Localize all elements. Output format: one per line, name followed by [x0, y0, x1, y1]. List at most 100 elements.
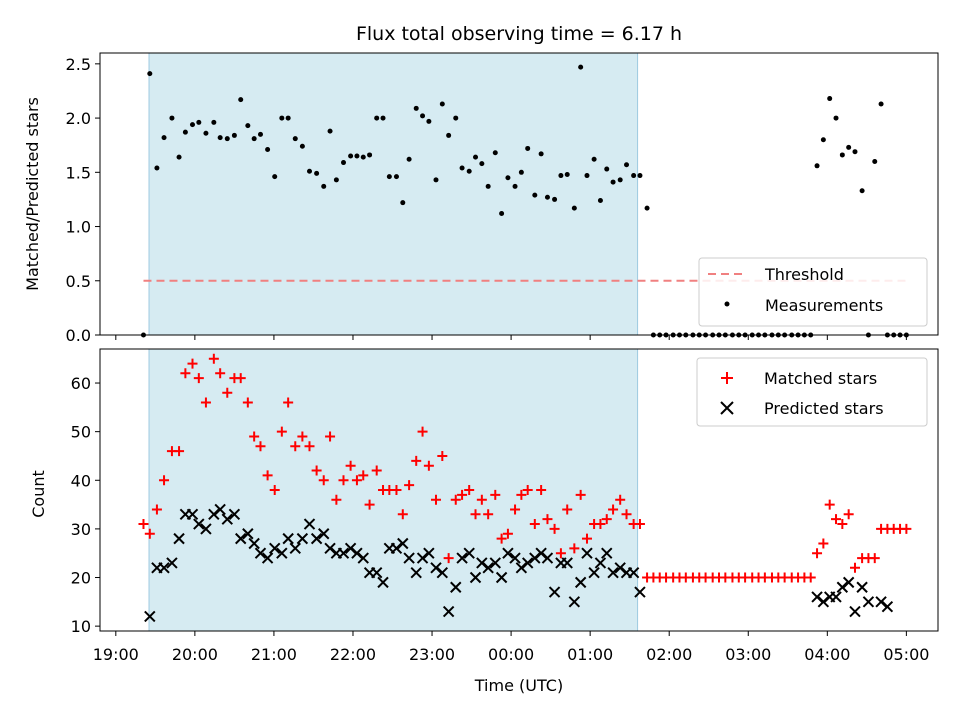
measurement-point: [161, 135, 167, 141]
measurement-point: [224, 136, 230, 142]
matched-stars-series: [138, 353, 912, 583]
measurement-point: [279, 115, 285, 121]
predicted-star-point: [436, 566, 449, 579]
x-tick-label: 01:00: [567, 645, 613, 664]
matched-star-point: [601, 514, 612, 525]
predicted-star-point: [423, 547, 435, 559]
predicted-star-point: [614, 562, 626, 574]
measurement-point: [878, 101, 884, 107]
predicted-star-point: [442, 605, 455, 618]
measurement-point: [538, 151, 544, 157]
predicted-star-point: [521, 557, 534, 569]
matched-star-point: [542, 514, 553, 525]
measurement-point: [492, 150, 498, 156]
matched-star-point: [235, 373, 246, 384]
matched-star-point: [283, 397, 294, 408]
predicted-star-point: [276, 547, 288, 559]
predicted-star-point: [296, 532, 309, 545]
predicted-star-point: [627, 566, 640, 579]
matched-star-point: [536, 485, 547, 495]
matched-star-point: [222, 387, 233, 398]
top-y-ticks: 0.0 0.5 1.0 1.5 2.0 2.5: [66, 55, 100, 345]
matched-star-point: [180, 368, 191, 379]
predicted-star-point: [344, 542, 357, 555]
predicted-star-point: [469, 571, 482, 584]
bottom-y-axis-label: Count: [29, 470, 48, 518]
predicted-star-point: [862, 596, 875, 608]
measurement-point: [176, 154, 182, 160]
predicted-star-point: [254, 547, 267, 559]
matched-star-point: [516, 489, 527, 500]
measurement-point: [238, 97, 244, 103]
measurement-point: [321, 183, 327, 189]
measurement-point: [578, 64, 584, 70]
matched-star-point: [276, 426, 287, 437]
predicted-star-point: [144, 610, 156, 623]
predicted-star-point: [588, 566, 600, 579]
measurement-point: [169, 115, 175, 121]
matched-star-point: [208, 353, 219, 364]
matched-star-point: [297, 431, 308, 442]
x-tick-label: 02:00: [646, 645, 692, 664]
legend-predicted-swatch: [720, 401, 734, 415]
predicted-star-point: [463, 547, 475, 559]
measurement-point: [386, 174, 392, 180]
bottom-y-tick-label: 10: [71, 617, 91, 636]
matched-star-point: [159, 475, 170, 486]
predicted-star-point: [515, 562, 528, 574]
measurement-point: [420, 113, 426, 119]
measurement-point: [340, 160, 346, 166]
measurement-point: [426, 118, 432, 124]
matched-star-point: [502, 528, 513, 539]
measurement-point: [584, 173, 590, 179]
predicted-star-point: [410, 566, 422, 579]
measurement-point: [314, 170, 320, 176]
measurement-point: [272, 174, 278, 180]
bottom-y-tick-label: 30: [71, 520, 91, 539]
measurement-point: [525, 145, 531, 151]
predicted-star-point: [495, 571, 508, 584]
bottom-y-ticks: 10 20 30 40 50 60: [71, 374, 100, 636]
predicted-star-point: [248, 537, 260, 550]
measurement-point: [872, 158, 878, 164]
matched-star-point: [325, 431, 336, 442]
measurement-point: [473, 154, 479, 160]
top-axes-frame: [99, 52, 939, 336]
x-tick-label: 23:00: [409, 645, 455, 664]
predicted-star-point: [337, 547, 350, 559]
matched-star-point: [457, 489, 468, 500]
measurement-point: [257, 131, 263, 137]
legend-measurements-swatch: [724, 301, 730, 307]
predicted-star-point: [235, 532, 247, 545]
measurement-point: [597, 198, 603, 204]
predicted-star-point: [529, 552, 541, 564]
measurement-point: [644, 205, 650, 211]
measurement-point: [189, 122, 195, 128]
predicted-star-point: [430, 562, 442, 574]
predicted-stars-series: [144, 503, 894, 623]
matched-star-point: [304, 441, 315, 452]
matched-star-point: [824, 499, 835, 510]
predicted-star-point: [357, 552, 369, 564]
matched-star-point: [397, 509, 408, 520]
measurement-point: [610, 179, 616, 185]
legend-matched-label: Matched stars: [764, 369, 877, 388]
matched-star-point: [138, 519, 149, 530]
predicted-star-point: [607, 566, 619, 579]
x-axis-label: Time (UTC): [474, 676, 563, 695]
measurement-point: [820, 137, 826, 143]
measurement-point: [617, 177, 623, 183]
measurement-point: [827, 96, 833, 102]
bottom-legend: Matched stars Predicted stars: [696, 357, 928, 427]
predicted-star-point: [601, 547, 613, 559]
bottom-panel: 10 20 30 40 50 60 19:00 20:00 21:00 22:00 23:00 00…: [29, 348, 939, 695]
matched-star-point: [621, 509, 632, 520]
matched-star-point: [901, 523, 912, 534]
measurement-point: [393, 174, 399, 180]
x-tick-label: 05:00: [883, 645, 929, 664]
measurement-point: [348, 153, 354, 159]
x-tick-label: 20:00: [172, 645, 218, 664]
matched-star-point: [200, 397, 211, 408]
measurement-point: [333, 177, 339, 183]
predicted-star-point: [221, 513, 233, 525]
